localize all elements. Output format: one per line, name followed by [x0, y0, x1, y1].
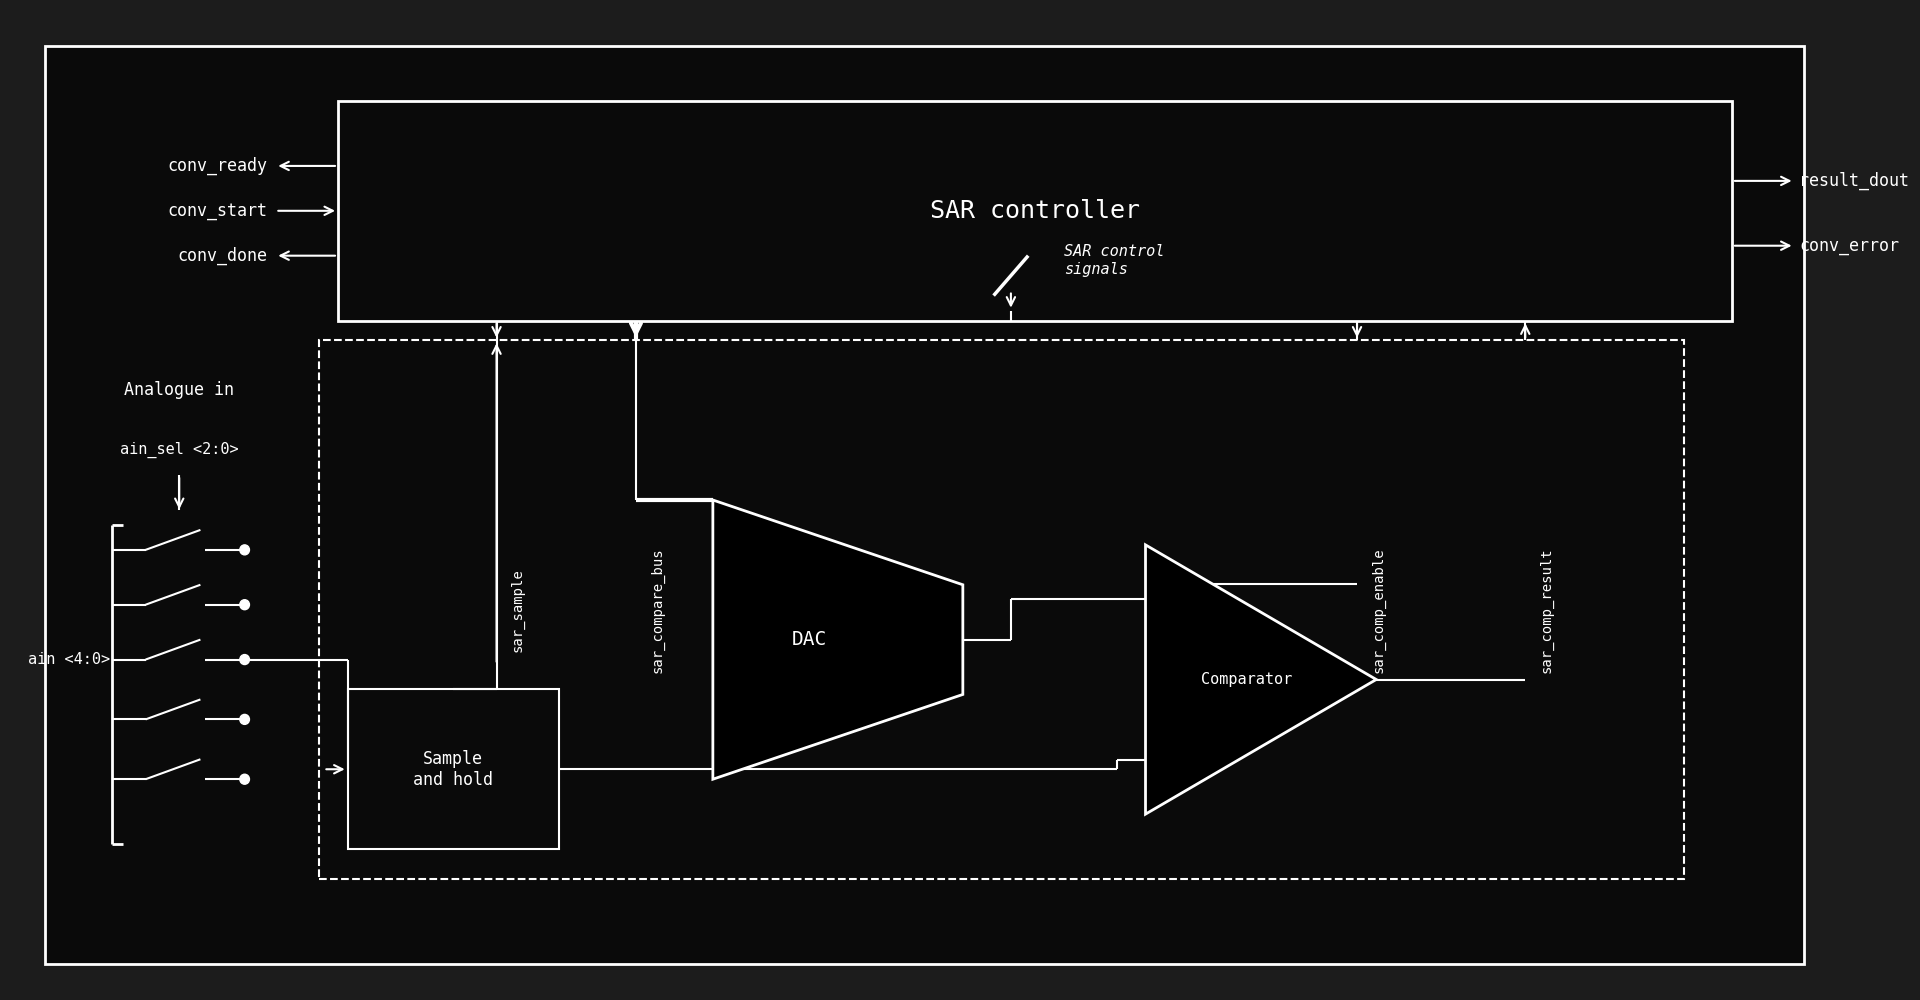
Text: sar_comp_enable: sar_comp_enable: [1371, 547, 1384, 673]
Text: conv_error: conv_error: [1799, 237, 1899, 255]
Text: conv_ready: conv_ready: [167, 157, 267, 175]
Text: sar_comp_result: sar_comp_result: [1540, 547, 1553, 673]
Text: ain_sel <2:0>: ain_sel <2:0>: [119, 442, 238, 458]
Circle shape: [240, 545, 250, 555]
Text: sar_compare_bus: sar_compare_bus: [651, 547, 664, 673]
Text: SAR controller: SAR controller: [929, 199, 1140, 223]
Text: conv_start: conv_start: [167, 202, 267, 220]
Text: ain <4:0>: ain <4:0>: [27, 652, 109, 667]
Text: conv_done: conv_done: [179, 247, 267, 265]
Polygon shape: [712, 500, 962, 779]
Text: SAR control
signals: SAR control signals: [1064, 244, 1164, 277]
Circle shape: [240, 600, 250, 610]
Text: Analogue in: Analogue in: [125, 381, 234, 399]
Bar: [319, 340, 1684, 879]
Text: DAC: DAC: [791, 630, 828, 649]
Circle shape: [240, 655, 250, 665]
Circle shape: [240, 774, 250, 784]
Text: Sample
and hold: Sample and hold: [413, 750, 493, 789]
Bar: [348, 689, 559, 849]
Polygon shape: [1146, 545, 1377, 814]
Text: sar_sample: sar_sample: [511, 568, 524, 652]
Text: result_dout: result_dout: [1799, 172, 1908, 190]
Bar: [338, 101, 1732, 320]
Circle shape: [240, 714, 250, 724]
Text: Comparator: Comparator: [1200, 672, 1292, 687]
